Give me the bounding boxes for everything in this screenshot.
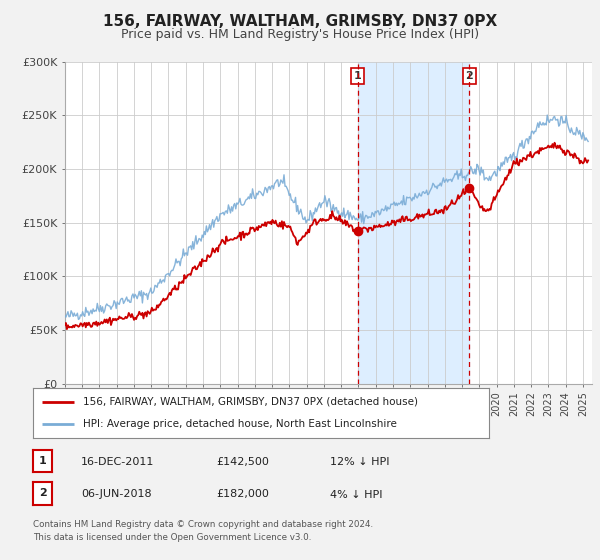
Text: 1: 1 [354,71,362,81]
Text: HPI: Average price, detached house, North East Lincolnshire: HPI: Average price, detached house, Nort… [83,419,397,429]
Text: Price paid vs. HM Land Registry's House Price Index (HPI): Price paid vs. HM Land Registry's House … [121,28,479,41]
Text: 2: 2 [39,488,46,498]
Text: Contains HM Land Registry data © Crown copyright and database right 2024.: Contains HM Land Registry data © Crown c… [33,520,373,529]
Text: This data is licensed under the Open Government Licence v3.0.: This data is licensed under the Open Gov… [33,533,311,542]
Bar [358,62,469,384]
Text: 16-DEC-2011: 16-DEC-2011 [81,457,154,467]
Text: 1: 1 [39,456,46,466]
Text: 06-JUN-2018: 06-JUN-2018 [81,489,152,500]
Text: £142,500: £142,500 [216,457,269,467]
Text: £182,000: £182,000 [216,489,269,500]
Text: 4% ↓ HPI: 4% ↓ HPI [330,489,383,500]
Text: 156, FAIRWAY, WALTHAM, GRIMSBY, DN37 0PX (detached house): 156, FAIRWAY, WALTHAM, GRIMSBY, DN37 0PX… [83,396,418,407]
Text: 2: 2 [466,71,473,81]
Text: 12% ↓ HPI: 12% ↓ HPI [330,457,389,467]
Text: 156, FAIRWAY, WALTHAM, GRIMSBY, DN37 0PX: 156, FAIRWAY, WALTHAM, GRIMSBY, DN37 0PX [103,14,497,29]
